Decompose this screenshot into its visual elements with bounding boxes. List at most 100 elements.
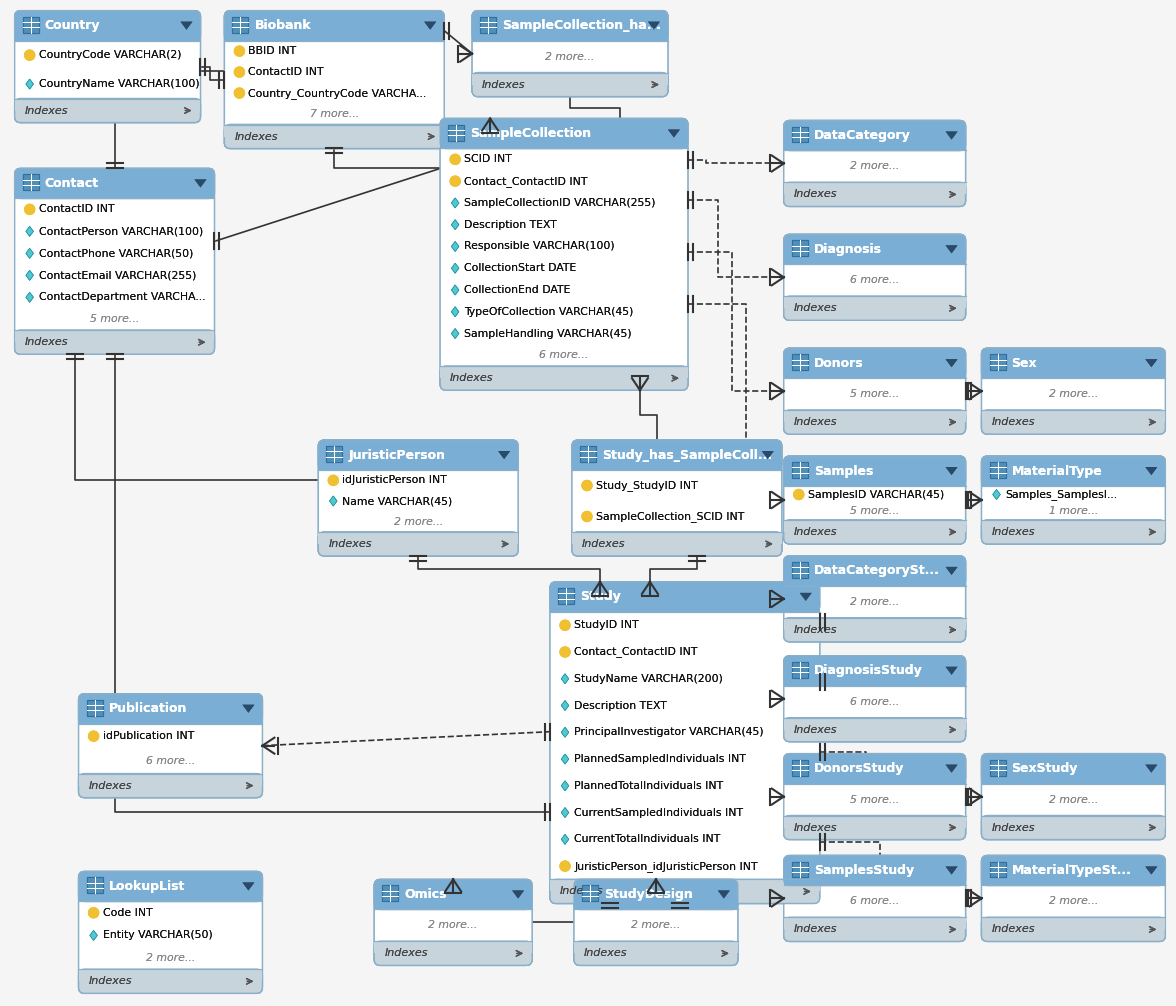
FancyBboxPatch shape — [982, 816, 1165, 840]
FancyBboxPatch shape — [783, 656, 965, 686]
Text: Indexes: Indexes — [991, 417, 1035, 428]
Polygon shape — [946, 359, 957, 367]
Bar — [448, 125, 465, 141]
Polygon shape — [561, 700, 569, 710]
Bar — [783, 717, 965, 729]
Bar — [326, 446, 342, 462]
Bar — [233, 17, 248, 32]
Bar — [14, 183, 214, 198]
Text: PlannedSampledIndividuals INT: PlannedSampledIndividuals INT — [574, 754, 746, 764]
FancyBboxPatch shape — [982, 917, 1165, 942]
Bar — [982, 816, 1165, 828]
Polygon shape — [452, 307, 459, 317]
Text: Study_has_SampleColl...: Study_has_SampleColl... — [602, 449, 773, 462]
FancyBboxPatch shape — [572, 532, 782, 556]
Text: 6 more...: 6 more... — [540, 350, 589, 360]
Polygon shape — [452, 264, 459, 274]
Bar — [440, 134, 688, 149]
Text: 5 more...: 5 more... — [850, 795, 900, 805]
Bar — [783, 870, 965, 885]
FancyBboxPatch shape — [374, 942, 532, 966]
Polygon shape — [1145, 765, 1157, 773]
Bar — [582, 885, 597, 901]
Text: 5 more...: 5 more... — [850, 506, 900, 516]
Text: ContactID INT: ContactID INT — [39, 204, 114, 214]
FancyBboxPatch shape — [374, 879, 532, 909]
Bar — [374, 894, 532, 909]
Bar — [79, 886, 262, 901]
Circle shape — [234, 67, 245, 77]
Circle shape — [560, 621, 570, 630]
FancyBboxPatch shape — [574, 879, 737, 909]
FancyBboxPatch shape — [783, 234, 965, 265]
FancyBboxPatch shape — [982, 410, 1165, 435]
Text: SampleHandling VARCHAR(45): SampleHandling VARCHAR(45) — [465, 329, 632, 339]
FancyBboxPatch shape — [783, 234, 965, 265]
Bar — [783, 816, 965, 828]
FancyBboxPatch shape — [79, 970, 262, 993]
Text: Indexes: Indexes — [991, 823, 1035, 833]
Text: 5 more...: 5 more... — [89, 314, 139, 324]
Text: idPublication INT: idPublication INT — [102, 731, 194, 741]
Polygon shape — [194, 179, 207, 187]
FancyBboxPatch shape — [14, 11, 200, 40]
Text: StudyName VARCHAR(200): StudyName VARCHAR(200) — [574, 674, 723, 684]
Circle shape — [450, 176, 460, 186]
FancyBboxPatch shape — [574, 879, 737, 966]
Polygon shape — [26, 293, 33, 302]
Text: SamplesID VARCHAR(45): SamplesID VARCHAR(45) — [808, 490, 944, 500]
Bar — [14, 330, 214, 342]
Text: Indexes: Indexes — [991, 417, 1035, 428]
Text: SamplesID VARCHAR(45): SamplesID VARCHAR(45) — [808, 490, 944, 500]
Bar — [791, 240, 808, 257]
Polygon shape — [668, 130, 680, 138]
Bar — [791, 662, 808, 678]
Text: SampleCollection_ha...: SampleCollection_ha... — [502, 19, 661, 32]
FancyBboxPatch shape — [783, 121, 965, 206]
Bar — [572, 455, 782, 470]
Circle shape — [582, 481, 592, 491]
Bar — [783, 917, 965, 930]
FancyBboxPatch shape — [319, 440, 519, 556]
Text: Indexes: Indexes — [560, 886, 603, 896]
Polygon shape — [452, 264, 459, 274]
Text: CollectionStart DATE: CollectionStart DATE — [465, 264, 576, 274]
Text: 7 more...: 7 more... — [309, 109, 359, 119]
Text: Indexes: Indexes — [794, 823, 837, 833]
Text: Description TEXT: Description TEXT — [574, 700, 667, 710]
Text: Code INT: Code INT — [102, 907, 152, 917]
Polygon shape — [452, 241, 459, 252]
Circle shape — [234, 46, 245, 56]
FancyBboxPatch shape — [783, 297, 965, 320]
Text: CollectionEnd DATE: CollectionEnd DATE — [465, 285, 570, 295]
Bar — [233, 17, 248, 32]
FancyBboxPatch shape — [783, 816, 965, 840]
Bar — [989, 354, 1005, 370]
Bar — [791, 662, 808, 678]
Bar — [79, 774, 262, 786]
Polygon shape — [1145, 359, 1157, 367]
Text: Diagnosis: Diagnosis — [814, 242, 882, 256]
Bar — [572, 455, 782, 470]
Bar — [14, 99, 200, 111]
FancyBboxPatch shape — [14, 168, 214, 354]
FancyBboxPatch shape — [472, 72, 668, 97]
Bar — [791, 760, 808, 776]
Text: JuristicPerson: JuristicPerson — [348, 449, 446, 462]
Circle shape — [88, 731, 99, 741]
Text: SCID INT: SCID INT — [465, 154, 512, 164]
Polygon shape — [1145, 467, 1157, 475]
Bar — [791, 562, 808, 577]
Text: Contact_ContactID INT: Contact_ContactID INT — [574, 647, 697, 658]
Bar — [783, 917, 965, 930]
FancyBboxPatch shape — [472, 11, 668, 40]
FancyBboxPatch shape — [14, 168, 214, 354]
Bar — [989, 861, 1005, 877]
FancyBboxPatch shape — [783, 182, 965, 206]
Text: 5 more...: 5 more... — [850, 795, 900, 805]
Polygon shape — [762, 451, 774, 459]
FancyBboxPatch shape — [79, 694, 262, 723]
Bar — [783, 717, 965, 729]
Text: MaterialTypeSt...: MaterialTypeSt... — [1011, 864, 1131, 877]
Text: Indexes: Indexes — [794, 724, 837, 734]
